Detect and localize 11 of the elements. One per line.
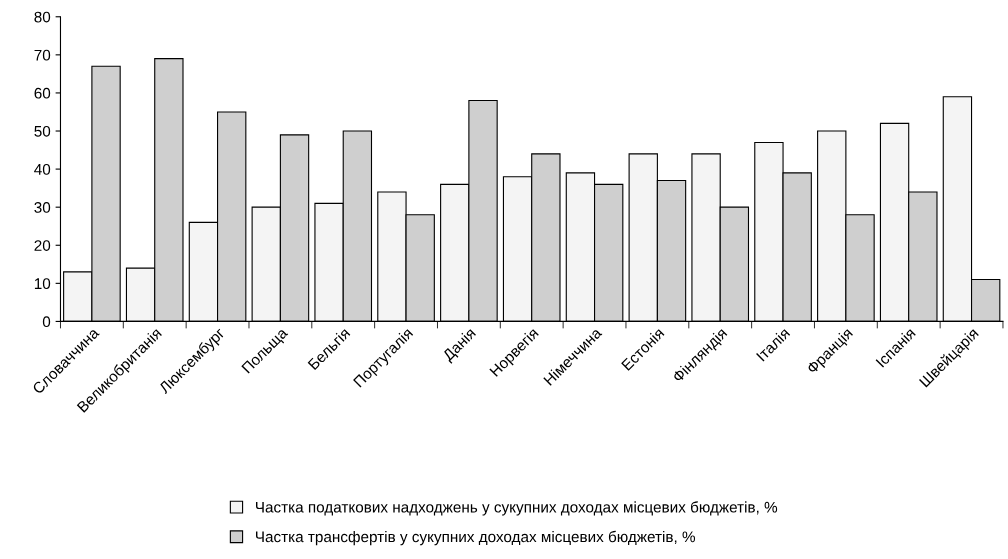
y-tick-label: 30 — [34, 202, 51, 213]
y-tick-label: 80 — [34, 11, 51, 23]
y-tick-label: 0 — [42, 316, 51, 328]
y-tick-label: 60 — [34, 87, 51, 99]
y-tick-label: 10 — [34, 278, 51, 290]
y-tick-label: 20 — [34, 240, 51, 251]
legend-label: Частка податкових надходжень у сукупних доходах місцевих бюджетів, % — [256, 501, 778, 516]
y-tick-label: 40 — [34, 163, 51, 175]
y-tick-label: 50 — [34, 125, 51, 137]
legend-label: Частка трансфертів у сукупних доходах місцевих бюджетів, % — [256, 530, 696, 546]
y-tick-label: 70 — [34, 49, 51, 61]
